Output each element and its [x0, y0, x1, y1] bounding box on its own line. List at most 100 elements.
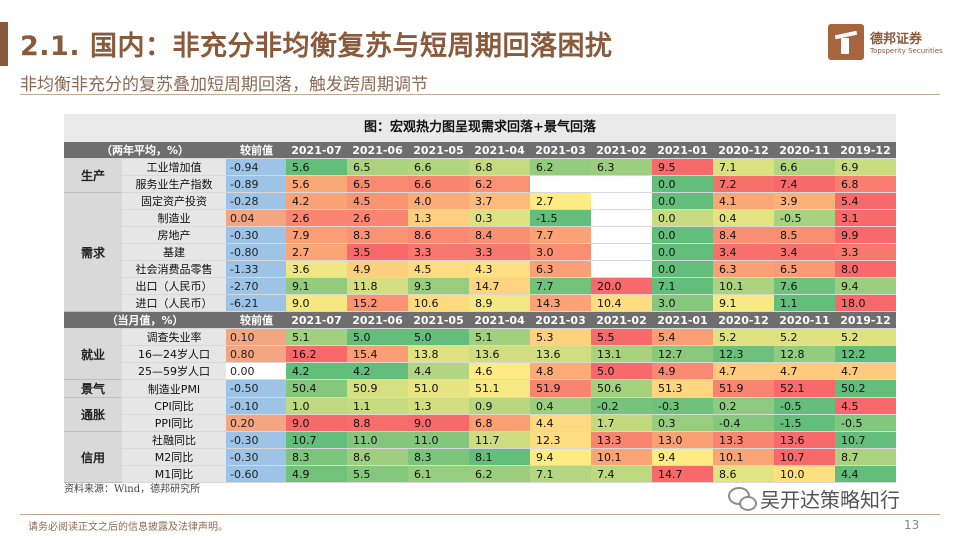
change-cell: 0.00 [226, 362, 286, 380]
heat-cell: 7.1 [530, 465, 591, 483]
heat-cell: 0.3 [652, 414, 713, 432]
group-label: 需求 [64, 192, 122, 312]
logo-name-en: Topsperity Securities [870, 47, 943, 55]
heat-cell: 3.0 [652, 294, 713, 312]
heat-cell: 2.6 [347, 209, 408, 227]
heat-cell: 0.0 [652, 243, 713, 261]
heat-cell: 6.9 [835, 158, 896, 176]
change-cell: -0.80 [226, 243, 286, 261]
heat-cell: 8.3 [408, 448, 469, 466]
heat-cell [591, 260, 652, 278]
heat-cell: 8.6 [347, 448, 408, 466]
month-column-header: 2021-07 [286, 142, 347, 159]
heat-cell: 7.9 [286, 226, 347, 244]
heat-cell: 52.1 [774, 379, 835, 398]
heat-cell: 50.2 [835, 379, 896, 398]
indicator-label: 调查失业率 [122, 328, 226, 346]
heat-cell: 2.7 [530, 192, 591, 210]
heat-cell: 6.8 [835, 175, 896, 193]
logo-name-cn: 德邦证券 [870, 32, 923, 47]
heat-cell: 8.6 [713, 465, 774, 483]
change-cell: -0.30 [226, 431, 286, 449]
table-row: 信用 社融同比 -0.30 10.7 11.0 11.0 11.7 12.3 13.3 13.0 1… [64, 431, 896, 483]
heat-cell: 7.7 [530, 226, 591, 244]
heat-cell: 5.4 [652, 328, 713, 346]
change-column-header: 较前值 [226, 142, 286, 159]
heat-cell: 10.1 [713, 448, 774, 466]
change-cell: -0.30 [226, 226, 286, 244]
heat-cell: 7.7 [530, 277, 591, 295]
heat-cell: 3.3 [469, 243, 530, 261]
table-caption: 图：宏观热力图呈现需求回落+景气回落 [64, 114, 896, 142]
heat-cell: 20.0 [591, 277, 652, 295]
month-column-header: 2021-05 [408, 311, 469, 329]
heat-cell: 18.0 [835, 294, 896, 312]
indicator-label: 16—24岁人口 [122, 345, 226, 363]
heat-cell: 9.0 [408, 414, 469, 432]
heat-cell: 4.3 [469, 260, 530, 278]
page-subtitle: 非均衡非充分的复苏叠加短周期回落，触发跨周期调节 [20, 75, 428, 95]
heat-cell: 50.4 [286, 379, 347, 398]
heat-cell: 0.3 [469, 209, 530, 227]
heat-cell: 5.5 [347, 465, 408, 483]
indicator-label: 工业增加值 [122, 158, 226, 176]
heat-cell: 9.5 [652, 158, 713, 176]
heat-cell: 3.6 [286, 260, 347, 278]
heat-cell: 4.8 [530, 362, 591, 380]
heat-cell: 6.3 [530, 260, 591, 278]
heat-cell: 8.7 [835, 448, 896, 466]
heat-cell: 4.7 [835, 362, 896, 380]
heat-cell: 13.8 [408, 345, 469, 363]
heat-cell: -0.5 [774, 397, 835, 415]
change-cell: 0.10 [226, 328, 286, 346]
heat-cell: 4.0 [408, 192, 469, 210]
heat-cell: 1.1 [347, 397, 408, 415]
heat-cell: 5.0 [347, 328, 408, 346]
group-label: 生产 [64, 158, 122, 193]
heat-cell: 4.5 [347, 192, 408, 210]
heat-cell: 4.4 [530, 414, 591, 432]
indicator-label: 进口（人民币） [122, 294, 226, 312]
heat-cell: 9.4 [530, 448, 591, 466]
section-label: （当月值，%） [64, 311, 226, 329]
heat-cell: 9.4 [835, 277, 896, 295]
wechat-icon [728, 487, 757, 511]
heat-cell: 6.2 [469, 175, 530, 193]
heat-cell: 6.3 [713, 260, 774, 278]
heat-cell: 5.5 [591, 328, 652, 346]
heat-cell: 50.6 [591, 379, 652, 398]
heat-cell: 3.7 [469, 192, 530, 210]
heat-cell: 4.2 [347, 362, 408, 380]
month-column-header: 2019-12 [835, 311, 896, 329]
heat-cell: -1.5 [774, 414, 835, 432]
heat-cell: 1.3 [408, 397, 469, 415]
heat-cell: 5.1 [286, 328, 347, 346]
month-column-header: 2020-11 [774, 142, 835, 159]
month-column-header: 2021-04 [469, 311, 530, 329]
table-row: M2同比 -0.30 8.3 8.6 8.3 8.1 9.4 10.1 9.4 10.1 10.7 8… [64, 448, 896, 466]
heat-cell [591, 175, 652, 193]
change-cell: -1.33 [226, 260, 286, 278]
table-row: M1同比 -0.60 4.9 5.5 6.1 6.2 7.1 7.4 14.7 8.6 10.0 4.… [64, 465, 896, 483]
heat-cell [530, 175, 591, 193]
heat-cell: 0.9 [469, 397, 530, 415]
heat-cell: 7.4 [591, 465, 652, 483]
month-column-header: 2021-03 [530, 142, 591, 159]
change-cell: -0.10 [226, 397, 286, 415]
indicator-label: 社融同比 [122, 431, 226, 449]
page-title: 2.1. 国内：非充分非均衡复苏与短周期回落困扰 [20, 31, 613, 62]
change-cell: -0.28 [226, 192, 286, 210]
heat-cell: 9.1 [713, 294, 774, 312]
change-cell: 0.04 [226, 209, 286, 227]
heat-cell: 6.2 [530, 158, 591, 176]
indicator-label: 出口（人民币） [122, 277, 226, 295]
heat-cell: 5.2 [774, 328, 835, 346]
indicator-label: 25—59岁人口 [122, 362, 226, 380]
heat-cell: 13.1 [591, 345, 652, 363]
heat-cell: 5.0 [591, 362, 652, 380]
table-row: 就业 调查失业率 0.10 5.1 5.0 5.0 5.1 5.3 5.5 5.4 5.2 5.2 5.… [64, 328, 896, 380]
heat-cell: 13.3 [591, 431, 652, 449]
heat-cell: 12.8 [774, 345, 835, 363]
heat-cell: 9.0 [286, 294, 347, 312]
heat-cell: 8.0 [835, 260, 896, 278]
